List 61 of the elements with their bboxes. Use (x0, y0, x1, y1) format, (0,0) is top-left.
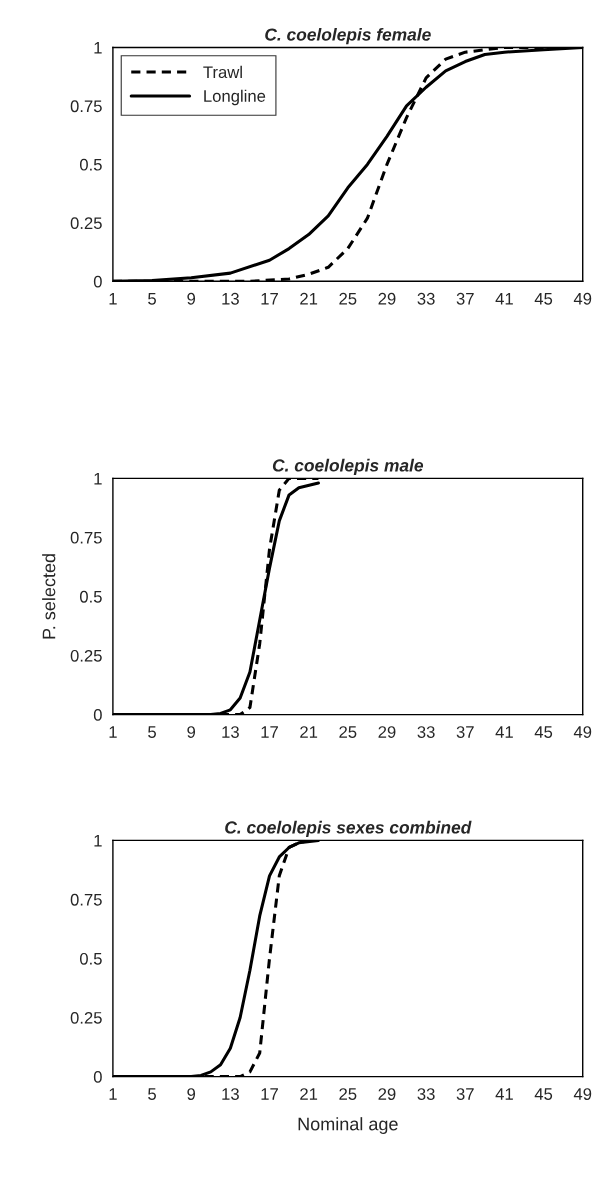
x-tick-label: 13 (222, 726, 239, 738)
x-tick-label: 13 (222, 292, 239, 305)
x-tick-label: 21 (300, 292, 318, 305)
x-tick-label: 13 (222, 1088, 239, 1100)
x-tick-label: 41 (495, 1088, 513, 1100)
y-tick-label: 0.25 (70, 649, 102, 662)
x-tick-label: 25 (339, 292, 357, 305)
y-axis-title: P. selected (42, 554, 56, 639)
x-tick-label: 17 (261, 726, 278, 738)
x-tick-label: 29 (378, 726, 396, 738)
x-tick-label: 9 (187, 1088, 196, 1100)
y-tick-label: 0.5 (79, 952, 102, 965)
x-tick-label: 1 (109, 1088, 117, 1100)
x-tick-label: 33 (417, 292, 435, 305)
x-tick-label: 21 (300, 726, 318, 738)
x-tick-label: 25 (339, 1088, 357, 1100)
x-tick-label: 1 (109, 293, 117, 305)
y-tick-label: 0 (93, 708, 102, 721)
x-tick-label: 41 (495, 293, 513, 305)
y-tick-label: 0.75 (70, 893, 102, 906)
chart-title: C. coelolepis female (265, 27, 431, 45)
y-tick-label: 0.25 (70, 217, 102, 230)
x-tick-label: 49 (573, 1088, 592, 1100)
x-tick-label: 9 (187, 726, 196, 738)
x-tick-label: 37 (456, 292, 474, 305)
chart-title: C. coelolepis male (272, 458, 424, 476)
x-tick-label: 25 (339, 726, 357, 738)
x-tick-label: 37 (456, 726, 474, 738)
x-tick-label: 21 (300, 1088, 318, 1100)
y-tick-label: 0.5 (79, 158, 102, 171)
x-tick-label: 45 (534, 293, 553, 305)
y-tick-label: 0.5 (79, 590, 102, 603)
legend-label: Longline (204, 89, 266, 106)
x-tick-label: 41 (495, 726, 513, 738)
x-tick-label: 37 (456, 1088, 474, 1100)
x-tick-label: 33 (417, 726, 435, 738)
x-tick-label: 49 (573, 726, 592, 738)
x-tick-label: 9 (187, 292, 196, 305)
legend-label: Trawl (203, 65, 242, 79)
y-tick-label: 0.25 (70, 1011, 102, 1024)
chart-title: C. coelolepis sexes combined (225, 820, 472, 838)
y-tick-label: 0.75 (70, 531, 102, 544)
x-tick-label: 1 (109, 726, 117, 738)
x-axis-title: Nominal age (298, 1117, 398, 1134)
y-tick-label: 1 (94, 834, 102, 847)
y-tick-label: 0 (93, 1071, 102, 1083)
x-tick-label: 33 (417, 1088, 435, 1100)
x-tick-label: 17 (261, 1088, 278, 1100)
y-tick-label: 1 (94, 472, 102, 485)
y-tick-label: 0 (93, 275, 102, 288)
x-tick-label: 45 (534, 726, 553, 738)
y-tick-label: 0.75 (70, 100, 102, 113)
x-tick-label: 5 (148, 1088, 156, 1100)
x-tick-label: 17 (261, 293, 278, 305)
x-tick-label: 49 (573, 292, 592, 305)
y-tick-label: 1 (94, 42, 102, 54)
x-tick-label: 5 (148, 726, 156, 738)
x-tick-label: 29 (378, 1088, 396, 1100)
x-tick-label: 29 (378, 292, 396, 305)
x-tick-label: 5 (148, 293, 156, 305)
x-tick-label: 45 (534, 1088, 553, 1100)
